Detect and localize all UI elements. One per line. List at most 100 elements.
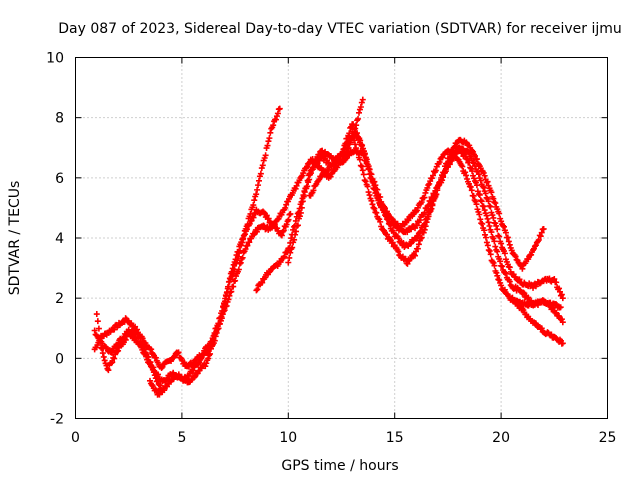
data-point (444, 164, 451, 171)
data-point (368, 197, 375, 204)
data-point (420, 229, 427, 236)
data-point (318, 173, 325, 180)
data-point (413, 222, 420, 229)
data-point (111, 355, 118, 362)
data-point (273, 116, 280, 123)
data-point (433, 191, 440, 198)
data-point (353, 130, 360, 137)
data-point (479, 220, 486, 227)
data-point (506, 278, 513, 285)
data-point (553, 279, 560, 286)
data-point (496, 210, 503, 217)
data-point (519, 265, 526, 272)
y-tick-label: 2 (55, 291, 64, 307)
data-point (408, 240, 415, 247)
x-axis-label: GPS time / hours (281, 458, 398, 474)
data-point (475, 191, 482, 198)
data-point (462, 169, 469, 176)
data-point (189, 367, 196, 374)
data-point (516, 276, 523, 283)
data-point (528, 251, 535, 258)
data-point (287, 249, 294, 256)
data-point (485, 247, 492, 254)
data-point (221, 307, 228, 314)
data-point (368, 175, 375, 182)
data-point (136, 333, 143, 340)
data-point (422, 223, 429, 230)
y-tick-label: 6 (55, 171, 64, 187)
data-point (491, 238, 498, 245)
data-point (228, 288, 235, 295)
data-point (423, 219, 430, 226)
data-point (230, 261, 237, 268)
data-point (271, 221, 278, 228)
data-point (485, 219, 492, 226)
data-point (487, 203, 494, 210)
data-point (415, 241, 422, 248)
x-tick-label: 25 (599, 430, 617, 446)
data-point (502, 270, 509, 277)
data-point (373, 209, 380, 216)
data-point (94, 318, 101, 325)
data-point (290, 226, 297, 233)
data-point (405, 217, 412, 224)
data-point (338, 150, 345, 157)
data-point (538, 325, 545, 332)
data-point (370, 185, 377, 192)
data-point (355, 109, 362, 116)
data-point (500, 222, 507, 229)
data-point (254, 186, 261, 193)
data-point (372, 190, 379, 197)
data-point (285, 216, 292, 223)
data-point (357, 104, 364, 111)
data-points (91, 96, 566, 398)
data-point (486, 223, 493, 230)
data-point (430, 172, 437, 179)
data-point (483, 239, 490, 246)
data-point (225, 296, 232, 303)
data-point (371, 205, 378, 212)
data-point (250, 202, 257, 209)
plot-frame (75, 57, 608, 419)
data-point (468, 187, 475, 194)
data-point (480, 184, 487, 191)
data-point (350, 121, 357, 128)
data-point (265, 215, 272, 222)
data-point (439, 154, 446, 161)
data-point (557, 304, 564, 311)
data-point (466, 159, 473, 166)
data-point (480, 203, 487, 210)
data-point (259, 279, 266, 286)
data-point (242, 246, 249, 253)
data-point (499, 263, 506, 270)
data-point (366, 171, 373, 178)
data-point (270, 122, 277, 129)
data-point (478, 198, 485, 205)
data-point (486, 248, 493, 255)
data-point (198, 355, 205, 362)
gridlines (75, 57, 608, 419)
data-point (307, 167, 314, 174)
data-point (339, 149, 346, 156)
data-point (311, 160, 318, 167)
data-point (133, 329, 140, 336)
data-point (350, 132, 357, 139)
data-point (361, 151, 368, 158)
data-point (255, 177, 262, 184)
series-4 (253, 130, 564, 311)
data-point (205, 355, 212, 362)
data-point (483, 212, 490, 219)
data-point (303, 183, 310, 190)
data-point (150, 369, 157, 376)
data-point (292, 217, 299, 224)
data-point (253, 191, 260, 198)
data-point (298, 204, 305, 211)
data-point (263, 212, 270, 219)
data-point (497, 258, 504, 265)
data-point (226, 275, 233, 282)
data-point (264, 142, 271, 149)
data-point (154, 377, 161, 384)
data-point (249, 213, 256, 220)
data-point (436, 159, 443, 166)
data-point (228, 268, 235, 275)
